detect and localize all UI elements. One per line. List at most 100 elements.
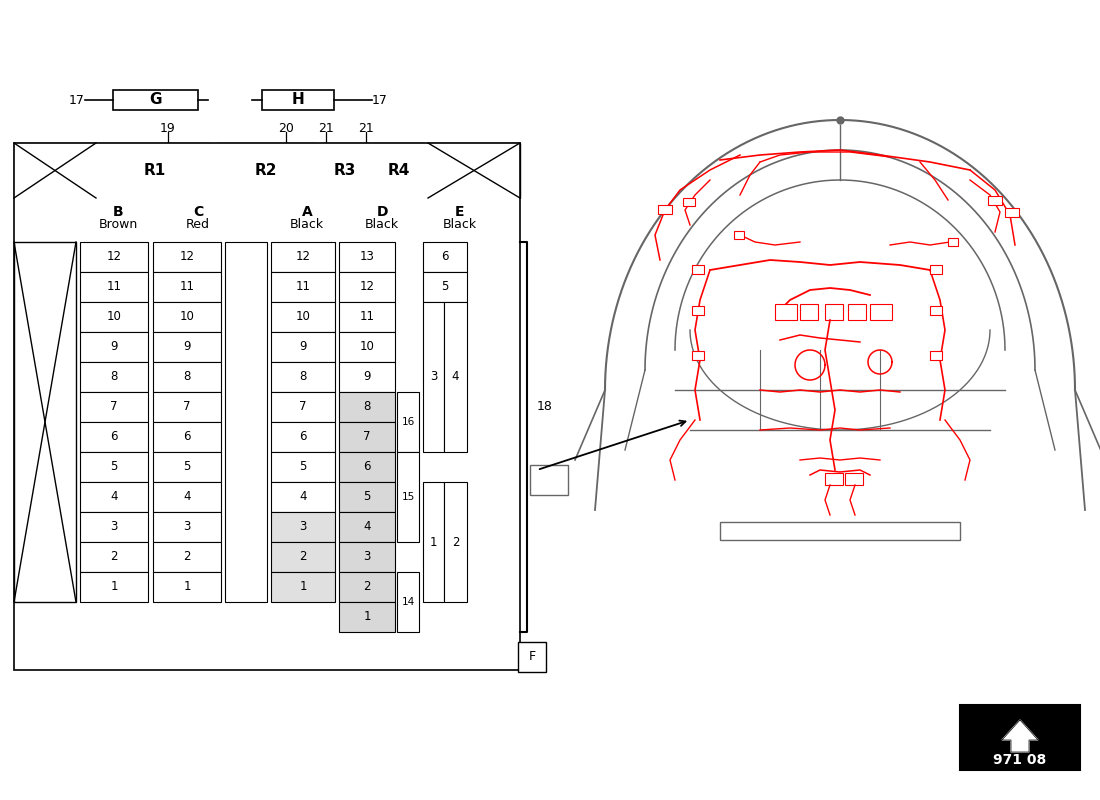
Bar xyxy=(271,272,336,302)
Text: 8: 8 xyxy=(363,401,371,414)
Bar xyxy=(339,602,395,632)
Text: 11: 11 xyxy=(107,281,121,294)
Bar xyxy=(217,143,315,198)
Text: 16: 16 xyxy=(402,417,415,427)
Bar xyxy=(930,265,942,274)
Text: R3: R3 xyxy=(333,163,356,178)
Text: 971 08: 971 08 xyxy=(993,753,1046,767)
Text: B: B xyxy=(112,205,123,219)
Bar xyxy=(80,422,148,452)
Text: 5: 5 xyxy=(441,281,449,294)
Bar xyxy=(948,238,958,246)
Bar xyxy=(825,304,843,320)
Bar xyxy=(271,482,336,512)
Bar xyxy=(80,392,148,422)
Bar xyxy=(80,242,148,272)
Bar xyxy=(271,302,336,332)
Bar xyxy=(226,242,267,602)
Bar xyxy=(530,465,568,495)
Bar xyxy=(80,272,148,302)
Bar xyxy=(80,542,148,572)
Text: 4: 4 xyxy=(299,490,307,503)
Bar xyxy=(271,512,336,542)
Bar xyxy=(424,242,468,272)
Bar xyxy=(339,302,395,332)
Text: 6: 6 xyxy=(110,430,118,443)
Text: 7: 7 xyxy=(299,401,307,414)
Bar xyxy=(960,705,1080,770)
Bar xyxy=(658,205,672,214)
Text: 18: 18 xyxy=(537,401,553,414)
Bar xyxy=(339,332,395,362)
Text: 5: 5 xyxy=(299,461,307,474)
Text: 8: 8 xyxy=(184,370,190,383)
Bar xyxy=(271,392,336,422)
Text: 4: 4 xyxy=(110,490,118,503)
Bar xyxy=(930,306,942,315)
Bar xyxy=(444,302,468,452)
Bar xyxy=(776,304,798,320)
Text: F: F xyxy=(528,650,536,663)
Bar xyxy=(397,452,419,542)
Text: 2: 2 xyxy=(184,550,190,563)
Bar xyxy=(339,482,395,512)
Bar xyxy=(339,362,395,392)
Bar xyxy=(262,90,334,110)
Text: 5: 5 xyxy=(184,461,190,474)
Text: E: E xyxy=(455,205,464,219)
Bar xyxy=(80,572,148,602)
Bar xyxy=(339,422,395,452)
Bar xyxy=(444,482,468,602)
Text: Brown: Brown xyxy=(98,218,138,231)
Polygon shape xyxy=(1002,720,1038,752)
Text: 12: 12 xyxy=(296,250,310,263)
Text: 1: 1 xyxy=(430,535,438,549)
Bar xyxy=(14,143,96,198)
Text: 14: 14 xyxy=(402,597,415,607)
Text: 10: 10 xyxy=(296,310,310,323)
Bar xyxy=(271,242,336,272)
Text: R2: R2 xyxy=(255,163,277,178)
Text: 9: 9 xyxy=(184,341,190,354)
Text: 6: 6 xyxy=(363,461,371,474)
Text: 11: 11 xyxy=(360,310,374,323)
Text: G: G xyxy=(148,93,162,107)
Text: 1: 1 xyxy=(110,581,118,594)
Bar xyxy=(153,542,221,572)
Bar xyxy=(80,452,148,482)
Text: 8: 8 xyxy=(110,370,118,383)
Text: 11: 11 xyxy=(296,281,310,294)
Bar xyxy=(153,422,221,452)
Text: 12: 12 xyxy=(179,250,195,263)
Text: Black: Black xyxy=(443,218,477,231)
Bar xyxy=(424,302,444,452)
Text: 1: 1 xyxy=(299,581,307,594)
Bar xyxy=(1005,208,1019,217)
Text: 4: 4 xyxy=(363,521,371,534)
Text: 13: 13 xyxy=(360,250,374,263)
Text: 9: 9 xyxy=(363,370,371,383)
Bar xyxy=(424,272,468,302)
Bar xyxy=(374,143,424,198)
Bar xyxy=(153,482,221,512)
Bar xyxy=(153,452,221,482)
Bar xyxy=(848,304,866,320)
Text: 9: 9 xyxy=(110,341,118,354)
Bar xyxy=(930,351,942,360)
Text: 2: 2 xyxy=(363,581,371,594)
Text: 20: 20 xyxy=(278,122,294,134)
Bar xyxy=(428,143,520,198)
Bar xyxy=(339,542,395,572)
Bar xyxy=(339,512,395,542)
Bar xyxy=(683,198,695,206)
Bar xyxy=(271,362,336,392)
Bar xyxy=(339,452,395,482)
Text: 6: 6 xyxy=(441,250,449,263)
Bar xyxy=(339,242,395,272)
Text: 21: 21 xyxy=(318,122,334,134)
Bar xyxy=(80,362,148,392)
Text: 5: 5 xyxy=(110,461,118,474)
Text: H: H xyxy=(292,93,305,107)
Text: 7: 7 xyxy=(110,401,118,414)
Bar xyxy=(518,642,546,672)
